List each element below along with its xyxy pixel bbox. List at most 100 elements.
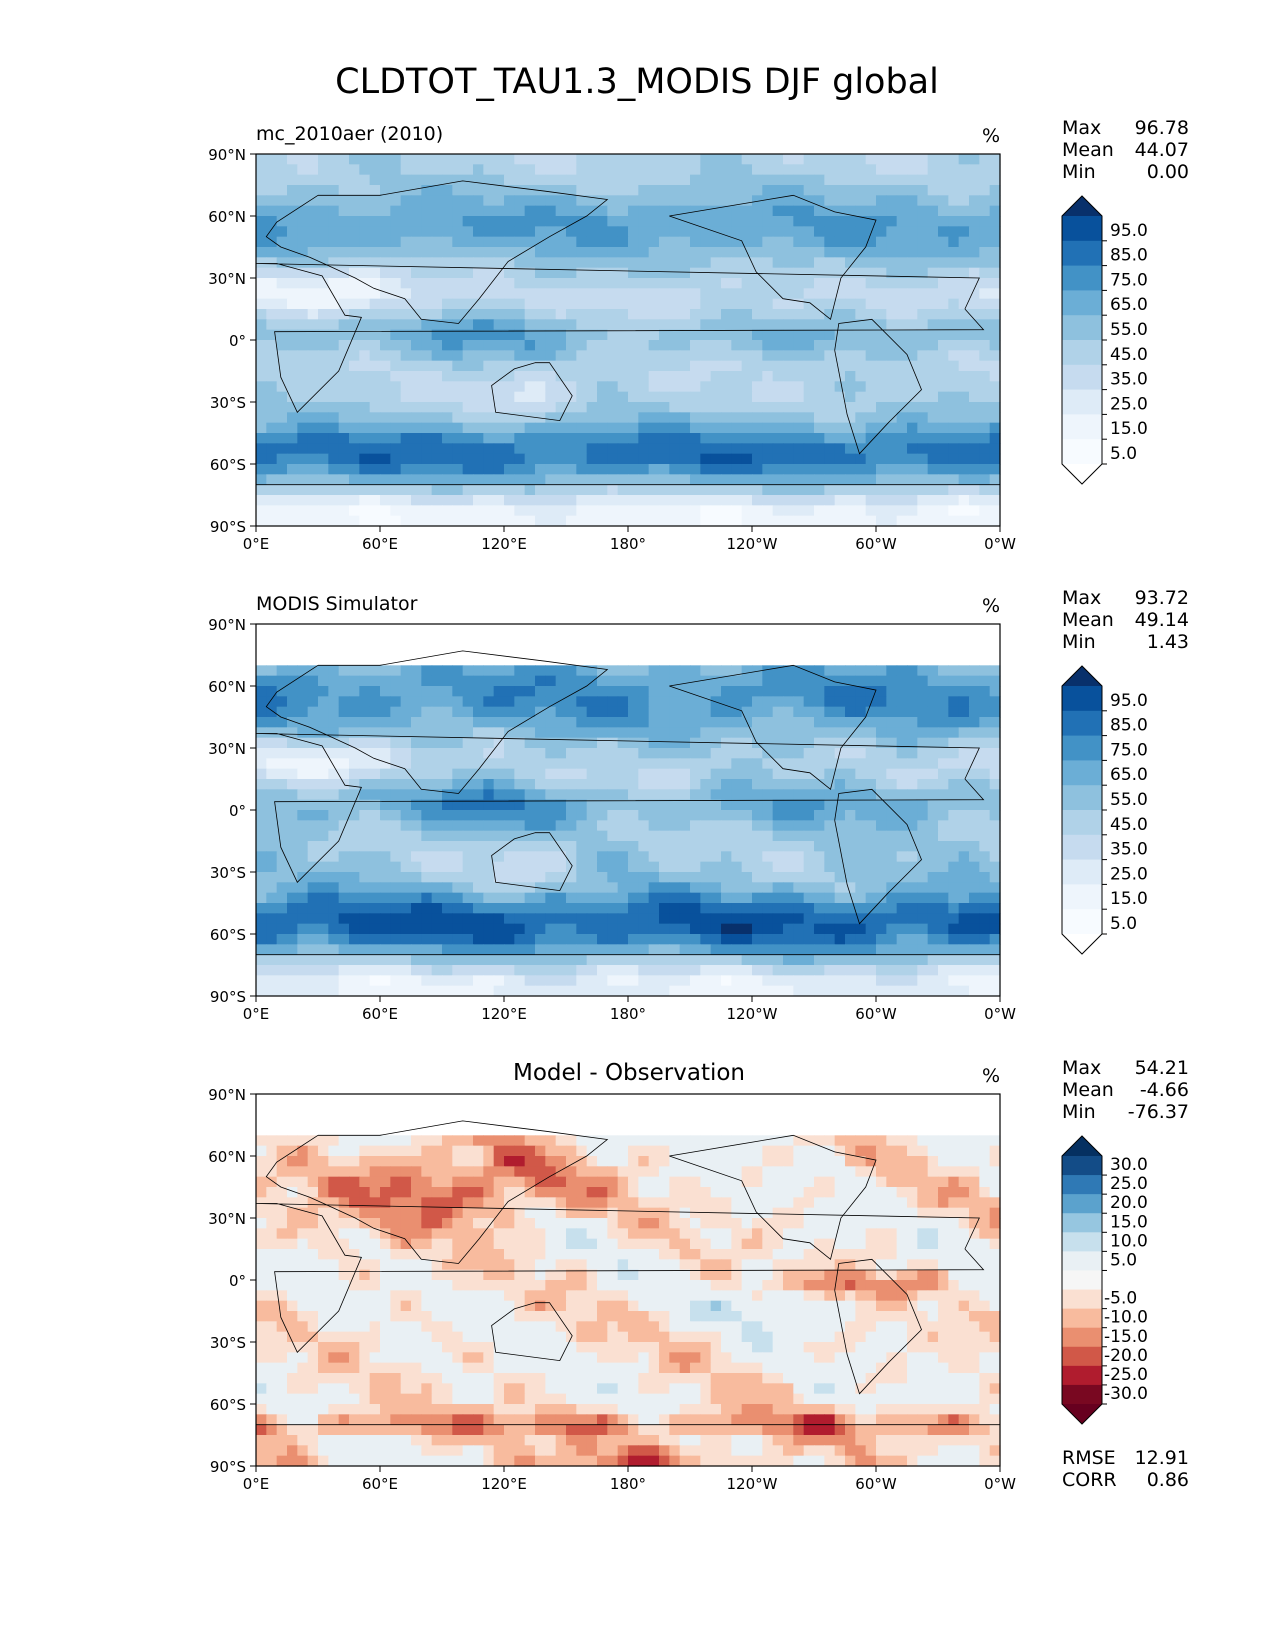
map-cell xyxy=(814,675,825,687)
map-cell xyxy=(896,412,908,424)
map-cell xyxy=(876,381,887,393)
map-cell xyxy=(287,174,298,186)
map-cell xyxy=(958,820,970,832)
map-cell xyxy=(431,789,443,801)
map-cell xyxy=(359,717,371,728)
map-cell xyxy=(762,236,774,248)
map-cell xyxy=(349,185,360,196)
map-cell xyxy=(514,185,526,196)
map-cell xyxy=(834,934,846,945)
map-cell xyxy=(617,371,629,382)
map-cell xyxy=(845,923,856,935)
map-cell xyxy=(772,495,784,506)
map-cell xyxy=(421,882,433,894)
map-cell xyxy=(824,665,836,677)
map-cell xyxy=(555,247,567,258)
map-cell xyxy=(380,360,391,372)
map-cell xyxy=(421,789,433,801)
map-cell xyxy=(917,247,929,258)
map-cell xyxy=(927,205,939,217)
map-cell xyxy=(710,810,722,821)
map-cell xyxy=(958,267,970,279)
map-cell xyxy=(555,464,567,475)
map-cell xyxy=(597,443,608,455)
map-cell xyxy=(411,371,422,382)
map-cell xyxy=(566,758,577,770)
map-cell xyxy=(421,913,433,925)
map-cell xyxy=(638,278,650,289)
map-cell xyxy=(710,340,722,351)
map-cell xyxy=(276,164,288,176)
map-cell xyxy=(979,474,991,486)
map-cell xyxy=(648,412,660,424)
map-cell xyxy=(886,226,898,238)
map-cell xyxy=(431,758,443,770)
map-cell xyxy=(586,402,598,413)
map-cell xyxy=(287,851,298,863)
map-cell xyxy=(710,799,722,811)
map-cell xyxy=(545,644,557,656)
map-cell xyxy=(690,505,701,517)
map-cell xyxy=(411,830,422,842)
map-cell xyxy=(731,851,743,863)
map-cell xyxy=(597,474,608,486)
map-cell xyxy=(276,665,288,677)
map-cell xyxy=(741,340,753,351)
map-cell xyxy=(669,892,681,904)
map-cell xyxy=(566,882,577,894)
map-cell xyxy=(462,768,474,780)
map-cell xyxy=(266,360,278,372)
map-cell xyxy=(493,515,505,527)
map-cell xyxy=(421,830,433,842)
map-cell xyxy=(369,474,381,486)
map-cell xyxy=(783,174,794,186)
map-cell xyxy=(824,484,836,496)
map-cell xyxy=(349,257,360,269)
map-cell xyxy=(349,892,360,904)
map-cell xyxy=(772,789,784,801)
map-cell xyxy=(545,748,557,759)
map-cell xyxy=(938,758,949,770)
map-cell xyxy=(318,944,329,956)
map-cell xyxy=(380,748,391,759)
map-cell xyxy=(266,412,278,424)
map-cell xyxy=(783,205,794,217)
map-cell xyxy=(545,768,557,780)
map-cell xyxy=(318,644,329,656)
map-cell xyxy=(607,810,619,821)
map-cell xyxy=(721,205,732,217)
map-cell xyxy=(276,433,288,444)
map-cell xyxy=(380,247,391,258)
map-cell xyxy=(359,174,371,186)
map-cell xyxy=(421,185,433,196)
map-cell xyxy=(731,205,743,217)
map-cell xyxy=(989,624,1001,635)
map-cell xyxy=(845,298,856,310)
map-cell xyxy=(462,872,474,883)
map-cell xyxy=(824,453,836,465)
map-cell xyxy=(845,226,856,238)
map-cell xyxy=(411,696,422,708)
map-cell xyxy=(793,779,805,790)
map-cell xyxy=(576,665,588,677)
map-cell xyxy=(338,257,350,269)
map-cell xyxy=(762,474,774,486)
map-cell xyxy=(287,903,298,914)
map-cell xyxy=(865,205,877,217)
map-cell xyxy=(483,185,495,196)
map-cell xyxy=(648,634,660,646)
map-cell xyxy=(876,453,887,465)
map-cell xyxy=(690,913,701,925)
map-cell xyxy=(752,474,763,486)
map-cell xyxy=(504,205,515,217)
map-cell xyxy=(989,686,1001,697)
map-cell xyxy=(473,350,484,362)
map-cell xyxy=(824,309,836,320)
map-cell xyxy=(907,727,918,739)
map-cell xyxy=(896,634,908,646)
map-cell xyxy=(473,236,484,248)
map-cell xyxy=(803,402,815,413)
map-cell xyxy=(318,665,329,677)
map-cell xyxy=(307,350,319,362)
map-cell xyxy=(783,484,794,496)
